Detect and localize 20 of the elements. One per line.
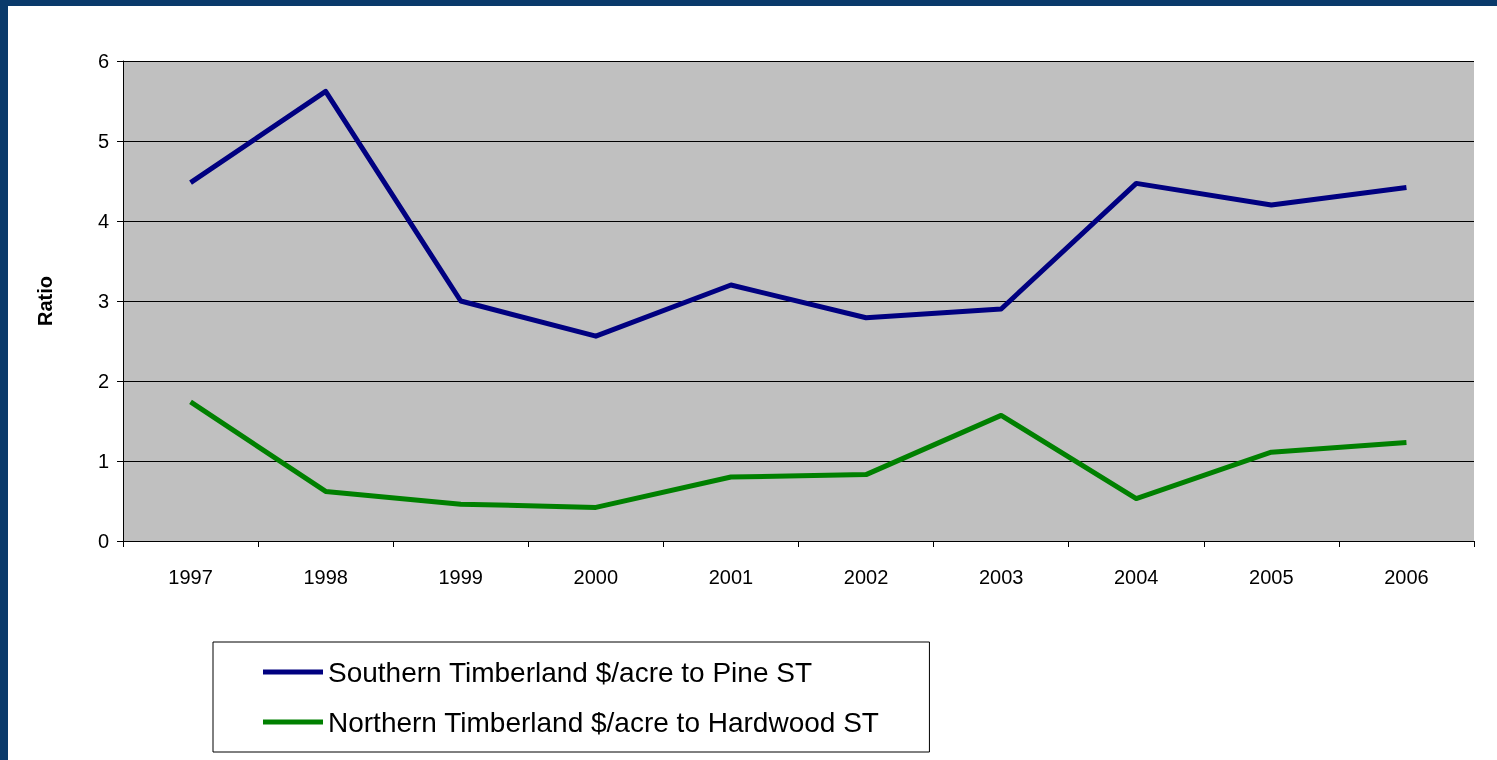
y-axis-title: Ratio — [34, 276, 56, 326]
y-tick-label: 2 — [97, 370, 109, 392]
x-tick-label: 1998 — [303, 566, 348, 588]
y-tick-label: 0 — [97, 530, 109, 552]
y-tick-label: 6 — [97, 50, 109, 72]
legend-label: Southern Timberland $/acre to Pine ST — [328, 656, 813, 688]
x-tick-label: 1999 — [438, 566, 483, 588]
x-tick-label: 1997 — [168, 566, 213, 588]
legend-label: Northern Timberland $/acre to Hardwood ST — [328, 706, 879, 738]
x-tick-label: 2000 — [573, 566, 619, 588]
x-tick-label: 2003 — [978, 566, 1024, 588]
x-tick-label: 2006 — [1384, 566, 1429, 588]
y-tick-label: 4 — [97, 210, 109, 232]
y-tick-label: 3 — [97, 290, 109, 312]
y-tick-label: 5 — [97, 130, 109, 152]
y-tick-label: 1 — [97, 450, 109, 472]
x-tick-label: 2004 — [1114, 566, 1159, 588]
x-tick-label: 2005 — [1249, 566, 1294, 588]
x-tick-label: 2001 — [708, 566, 754, 588]
x-tick-label: 2002 — [843, 566, 889, 588]
